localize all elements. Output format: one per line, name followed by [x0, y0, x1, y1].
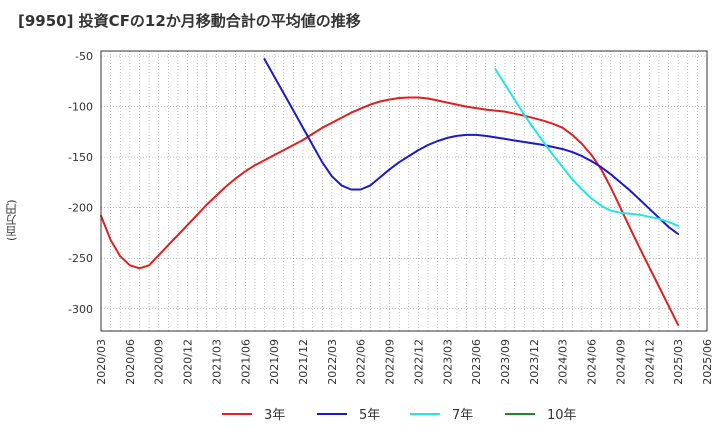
- x-tick-label: 2023/03: [441, 339, 454, 385]
- x-tick-label: 2022/03: [326, 339, 339, 385]
- y-tick-label: -300: [68, 303, 93, 316]
- series-line-2: [494, 68, 680, 227]
- x-tick-label: 2022/12: [412, 339, 425, 385]
- legend-label-3: 10年: [547, 408, 577, 423]
- legend-label-0: 3年: [264, 408, 285, 423]
- series-layer: [100, 58, 680, 326]
- x-tick-label: 2024/06: [586, 339, 599, 385]
- x-tick-label: 2023/09: [499, 339, 512, 385]
- x-tick-label: 2021/09: [268, 339, 281, 385]
- y-tick-label: -200: [68, 202, 93, 215]
- y-tick-label: -100: [68, 101, 93, 114]
- series-line-0: [100, 96, 680, 326]
- legend-label-1: 5年: [359, 408, 380, 423]
- x-tick-label: 2024/03: [557, 339, 570, 385]
- x-tick-label: 2020/12: [182, 339, 195, 385]
- chart-title: [9950] 投資CFの12か月移動合計の平均値の推移: [18, 12, 361, 30]
- x-tick-label: 2025/06: [701, 339, 714, 385]
- x-tick-label: 2025/03: [672, 339, 685, 385]
- y-axis: -50 -100 -150 -200 -250 -300: [68, 50, 93, 316]
- x-tick-label: 2024/09: [614, 339, 627, 385]
- x-tick-label: 2020/06: [124, 339, 137, 385]
- x-tick-label: 2024/12: [643, 339, 656, 385]
- plot-border: [100, 50, 708, 332]
- plot-area: [101, 51, 707, 331]
- y-tick-label: -250: [68, 252, 93, 265]
- y-tick-label: -50: [75, 50, 93, 63]
- x-axis: 2020/03 2020/06 2020/09 2020/12 2021/03 2021/…: [95, 339, 714, 385]
- x-tick-label: 2023/12: [528, 339, 541, 385]
- y-tick-label: -150: [68, 151, 93, 164]
- x-tick-label: 2020/09: [153, 339, 166, 385]
- series-line-1: [263, 58, 680, 235]
- x-tick-label: 2023/06: [470, 339, 483, 385]
- x-tick-label: 2020/03: [95, 339, 108, 385]
- legend-label-2: 7年: [452, 408, 473, 423]
- x-tick-label: 2021/03: [210, 339, 223, 385]
- x-tick-label: 2021/06: [239, 339, 252, 385]
- x-tick-label: 2022/09: [384, 339, 397, 385]
- x-tick-label: 2022/06: [355, 339, 368, 385]
- legend: 3年 5年 7年 10年: [222, 408, 577, 423]
- x-tick-label: 2021/12: [297, 339, 310, 385]
